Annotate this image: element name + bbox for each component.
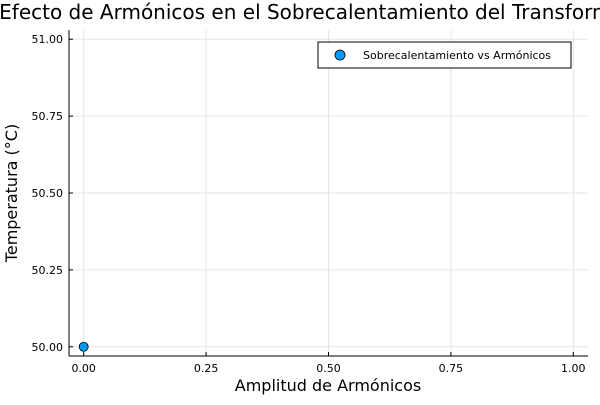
x-tick-label: 0.50	[316, 362, 341, 375]
chart-title: Efecto de Armónicos en el Sobrecalentami…	[0, 0, 600, 24]
data-points	[78, 341, 89, 352]
y-tick-label: 51.00	[32, 33, 64, 46]
ticks: 0.00 0.25 0.50 0.75 1.00 50.00 50.25 50.50 50.75…	[32, 33, 586, 375]
grid	[69, 30, 588, 356]
y-tick-label: 50.00	[32, 341, 64, 354]
legend-box	[317, 41, 572, 69]
y-tick-label: 50.25	[32, 264, 64, 277]
x-tick-label: 0.75	[439, 362, 464, 375]
legend-label: Sobrecalentamiento vs Armónicos	[363, 49, 551, 62]
y-axis-label: Temperatura (°C)	[2, 124, 21, 263]
x-tick-label: 1.00	[561, 362, 586, 375]
x-axis-label: Amplitud de Armónicos	[235, 376, 421, 395]
legend-marker	[334, 49, 346, 61]
legend: Sobrecalentamiento vs Armónicos	[317, 41, 572, 69]
y-tick-label: 50.50	[32, 187, 64, 200]
x-tick-label: 0.00	[71, 362, 96, 375]
y-tick-label: 50.75	[32, 110, 64, 123]
data-point	[78, 341, 89, 352]
x-tick-label: 0.25	[194, 362, 219, 375]
